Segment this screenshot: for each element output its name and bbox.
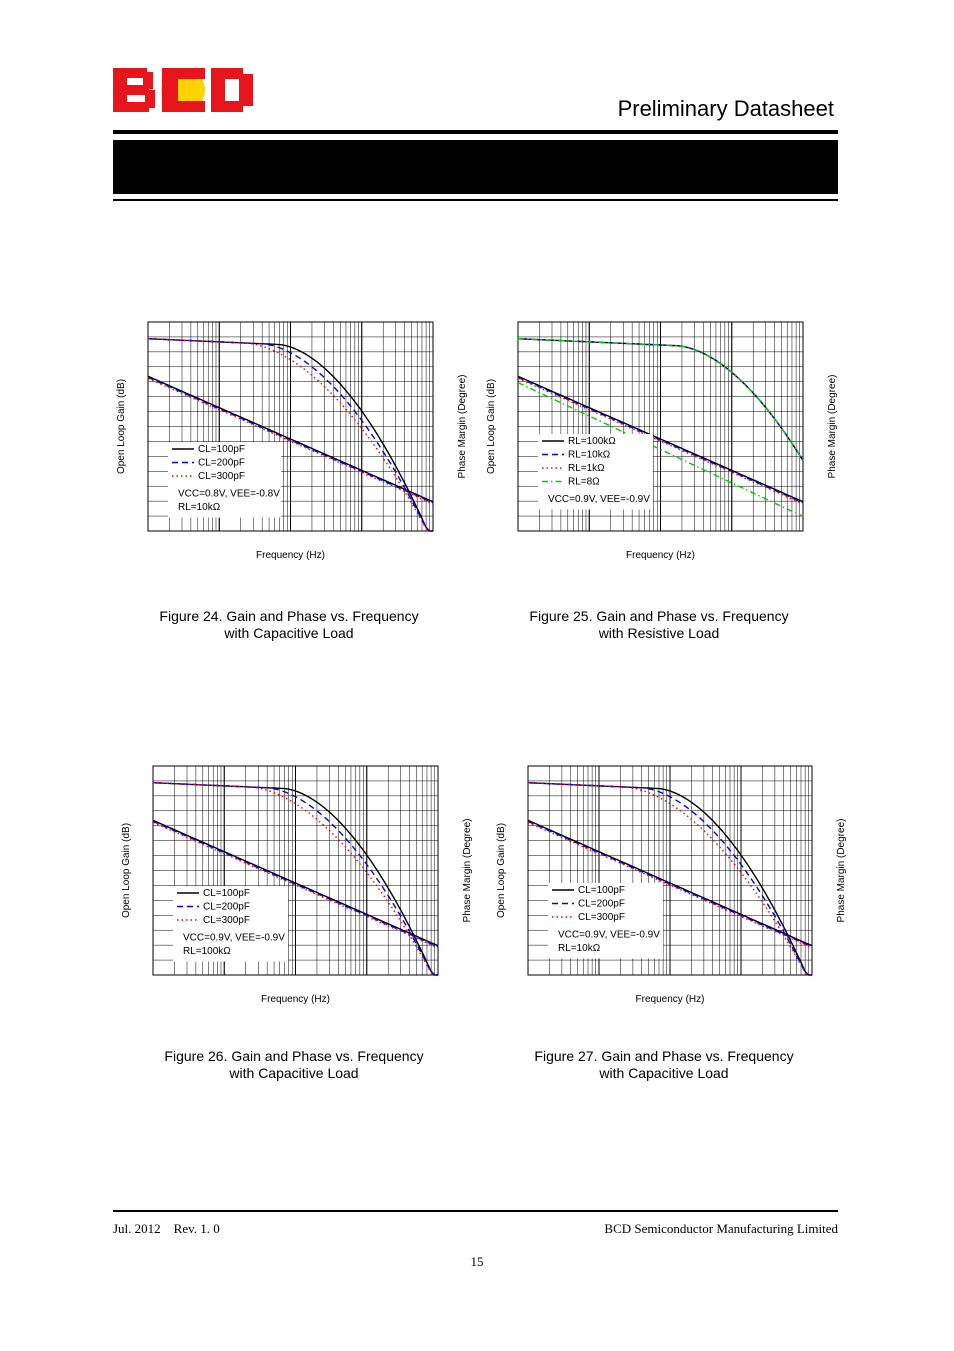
condition-label: VCC=0.8V, VEE=-0.8V — [178, 489, 280, 500]
gain-series-1 — [147, 375, 434, 503]
legend-label: CL=300pF — [203, 915, 250, 926]
phase-series-2 — [517, 338, 804, 461]
legend-label: RL=10kΩ — [568, 450, 611, 461]
footer-date-revision: Jul. 2012 Rev. 1. 0 — [113, 1221, 220, 1236]
plot-frame — [517, 321, 804, 532]
bcd-logo — [113, 66, 255, 114]
y-axis-left-label: Open Loop Gain (dB) — [116, 379, 127, 474]
plot-frame — [527, 765, 813, 976]
plot-frame — [152, 765, 439, 976]
gain-series-2 — [527, 820, 813, 948]
x-axis-label: Frequency (Hz) — [256, 550, 325, 561]
figure-fig24: CL=100pF CL=200pF CL=300pF VCC=0.8V, VEE=-0… — [108, 321, 473, 576]
condition-label: RL=100kΩ — [183, 946, 231, 957]
condition-label: VCC=0.9V, VEE=-0.9V — [548, 494, 650, 505]
legend-label: CL=300pF — [578, 912, 625, 923]
caption-line-2: with Capacitive Load — [599, 1065, 729, 1081]
caption-line-1: Figure 26. Gain and Phase vs. Frequency — [164, 1048, 424, 1064]
condition-label: VCC=0.9V, VEE=-0.9V — [558, 930, 660, 941]
chart-fig24: CL=100pF CL=200pF CL=300pF VCC=0.8V, VEE=-0… — [116, 321, 468, 561]
banner-rule — [113, 199, 838, 201]
legend-label: RL=100kΩ — [568, 436, 616, 447]
caption-line-2: with Resistive Load — [598, 625, 720, 641]
condition-label: RL=10kΩ — [178, 502, 221, 513]
figure-fig27: CL=100pF CL=200pF CL=300pF VCC=0.9V, VEE=-0… — [488, 765, 852, 1020]
figure-caption: Figure 25. Gain and Phase vs. Frequency w… — [483, 608, 835, 642]
phase-series-2 — [527, 782, 812, 976]
phase-series-1 — [152, 782, 438, 976]
caption-line-1: Figure 25. Gain and Phase vs. Frequency — [529, 608, 789, 624]
figure-caption: Figure 27. Gain and Phase vs. Frequency w… — [488, 1048, 840, 1082]
gain-series-1 — [527, 819, 813, 947]
page-number: 15 — [470, 1254, 484, 1269]
figure-fig25: RL=100kΩ RL=10kΩ RL=1kΩ RL=8Ω VCC=0.9V, VEE=… — [478, 321, 843, 576]
legend-box — [168, 442, 281, 518]
caption-line-1: Figure 27. Gain and Phase vs. Frequency — [534, 1048, 794, 1064]
chart-fig27: CL=100pF CL=200pF CL=300pF VCC=0.9V, VEE=-0… — [496, 765, 847, 1005]
caption-line-2: with Capacitive Load — [229, 1065, 359, 1081]
document-title: Preliminary Datasheet — [617, 96, 834, 121]
legend-label: CL=200pF — [198, 458, 245, 469]
gain-series-2 — [152, 820, 439, 948]
legend-box — [548, 883, 663, 959]
section-banner — [113, 140, 838, 194]
header-rule — [113, 130, 838, 134]
legend-label: RL=1kΩ — [568, 463, 605, 474]
legend-label: CL=200pF — [578, 899, 625, 910]
caption-line-2: with Capacitive Load — [224, 625, 354, 641]
footer-company: BCD Semiconductor Manufacturing Limited — [604, 1221, 838, 1236]
y-axis-right-label: Phase Margin (Degree) — [836, 819, 847, 923]
legend-label: CL=200pF — [203, 902, 250, 913]
phase-series-1 — [527, 782, 812, 976]
y-axis-left-label: Open Loop Gain (dB) — [121, 823, 132, 918]
footer-rule — [113, 1210, 838, 1212]
x-axis-label: Frequency (Hz) — [261, 994, 330, 1005]
gain-series-2 — [147, 376, 434, 504]
gain-series-1 — [517, 375, 804, 503]
gain-series-1 — [152, 819, 439, 947]
y-axis-left-label: Open Loop Gain (dB) — [486, 379, 497, 474]
phase-series-2 — [152, 782, 438, 976]
gain-series-4 — [517, 381, 804, 518]
gain-series-2 — [517, 376, 804, 504]
y-axis-right-label: Phase Margin (Degree) — [462, 819, 473, 923]
figure-caption: Figure 26. Gain and Phase vs. Frequency w… — [118, 1048, 470, 1082]
phase-series-2 — [147, 338, 433, 532]
legend-label: CL=100pF — [578, 885, 625, 896]
chart-fig26: CL=100pF CL=200pF CL=300pF VCC=0.9V, VEE=-0… — [121, 765, 473, 1005]
chart-fig25: RL=100kΩ RL=10kΩ RL=1kΩ RL=8Ω VCC=0.9V, VEE=… — [486, 321, 838, 561]
figure-caption: Figure 24. Gain and Phase vs. Frequency w… — [113, 608, 465, 642]
y-axis-right-label: Phase Margin (Degree) — [827, 375, 838, 479]
x-axis-label: Frequency (Hz) — [626, 550, 695, 561]
legend-label: CL=300pF — [198, 471, 245, 482]
legend-box — [173, 886, 288, 962]
figure-fig26: CL=100pF CL=200pF CL=300pF VCC=0.9V, VEE=-0… — [113, 765, 478, 1020]
caption-line-1: Figure 24. Gain and Phase vs. Frequency — [159, 608, 419, 624]
legend-label: CL=100pF — [198, 444, 245, 455]
phase-series-1 — [147, 338, 433, 532]
condition-label: VCC=0.9V, VEE=-0.9V — [183, 933, 285, 944]
condition-label: RL=10kΩ — [558, 943, 601, 954]
legend-label: CL=100pF — [203, 888, 250, 899]
y-axis-left-label: Open Loop Gain (dB) — [496, 823, 507, 918]
plot-frame — [147, 321, 434, 532]
y-axis-right-label: Phase Margin (Degree) — [457, 375, 468, 479]
legend-label: RL=8Ω — [568, 477, 600, 488]
legend-box — [538, 434, 653, 510]
x-axis-label: Frequency (Hz) — [636, 994, 705, 1005]
